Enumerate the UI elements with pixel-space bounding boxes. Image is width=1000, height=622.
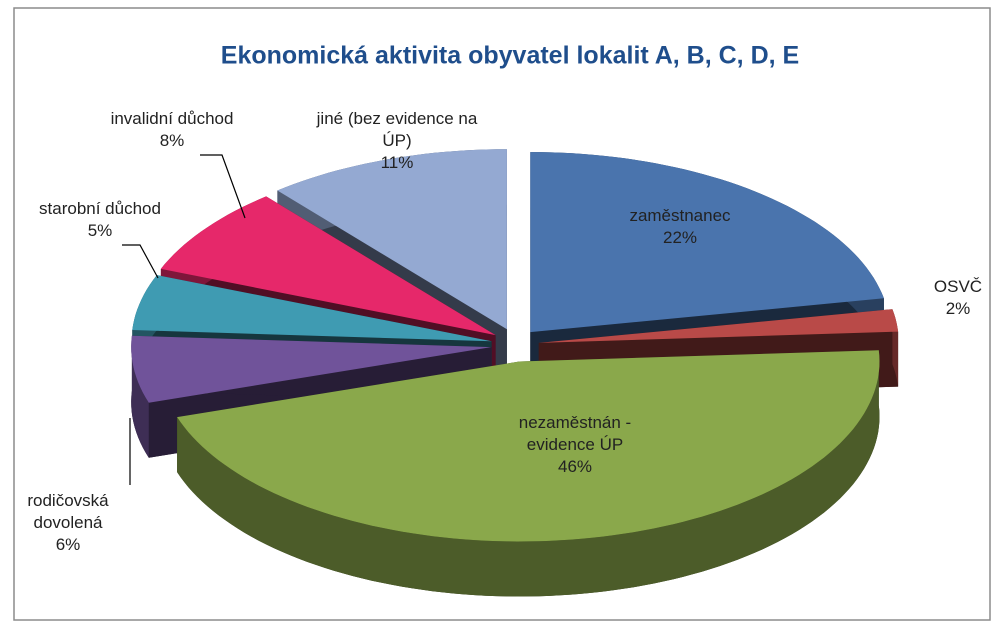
value-label: 5% (87, 221, 113, 240)
slice-label: zaměstnanec 22% (615, 205, 745, 249)
value-label: 46% (557, 457, 593, 476)
slice-label: nezaměstnán - evidence ÚP 46% (505, 412, 645, 478)
slice-label: rodičovská dovolená 6% (13, 490, 123, 556)
slice-label: starobní důchod 5% (10, 198, 190, 242)
pie (131, 149, 899, 597)
value-label: 22% (662, 228, 698, 247)
leader-line (122, 244, 159, 279)
value-label: 11% (380, 153, 414, 172)
leader-line (200, 154, 246, 219)
slice-label: OSVČ 2% (928, 276, 988, 320)
category-label: rodičovská dovolená (27, 491, 109, 532)
category-label: invalidní důchod (110, 109, 234, 128)
slice-side (177, 350, 880, 597)
slice (131, 335, 492, 403)
slice-label: jiné (bez evidence na ÚP) 11% (302, 108, 492, 174)
value-label: 2% (945, 299, 971, 318)
slice-group (177, 350, 880, 597)
category-label: nezaměstnán - evidence ÚP (518, 413, 632, 454)
category-label: starobní důchod (39, 199, 161, 218)
chart-title: Ekonomická aktivita obyvatel lokalit A, … (221, 42, 799, 70)
slice (277, 149, 507, 330)
slice-label: invalidní důchod 8% (82, 108, 262, 152)
category-label: jiné (bez evidence na ÚP) (316, 109, 478, 150)
slice (160, 196, 496, 336)
slice (530, 152, 884, 333)
category-label: zaměstnanec (629, 206, 731, 225)
value-label: 8% (159, 131, 185, 150)
category-label: OSVČ (933, 277, 983, 296)
value-label: 6% (55, 535, 81, 554)
slice-side (131, 335, 149, 458)
slice (538, 309, 899, 343)
slice (177, 350, 880, 542)
slice (132, 275, 492, 342)
